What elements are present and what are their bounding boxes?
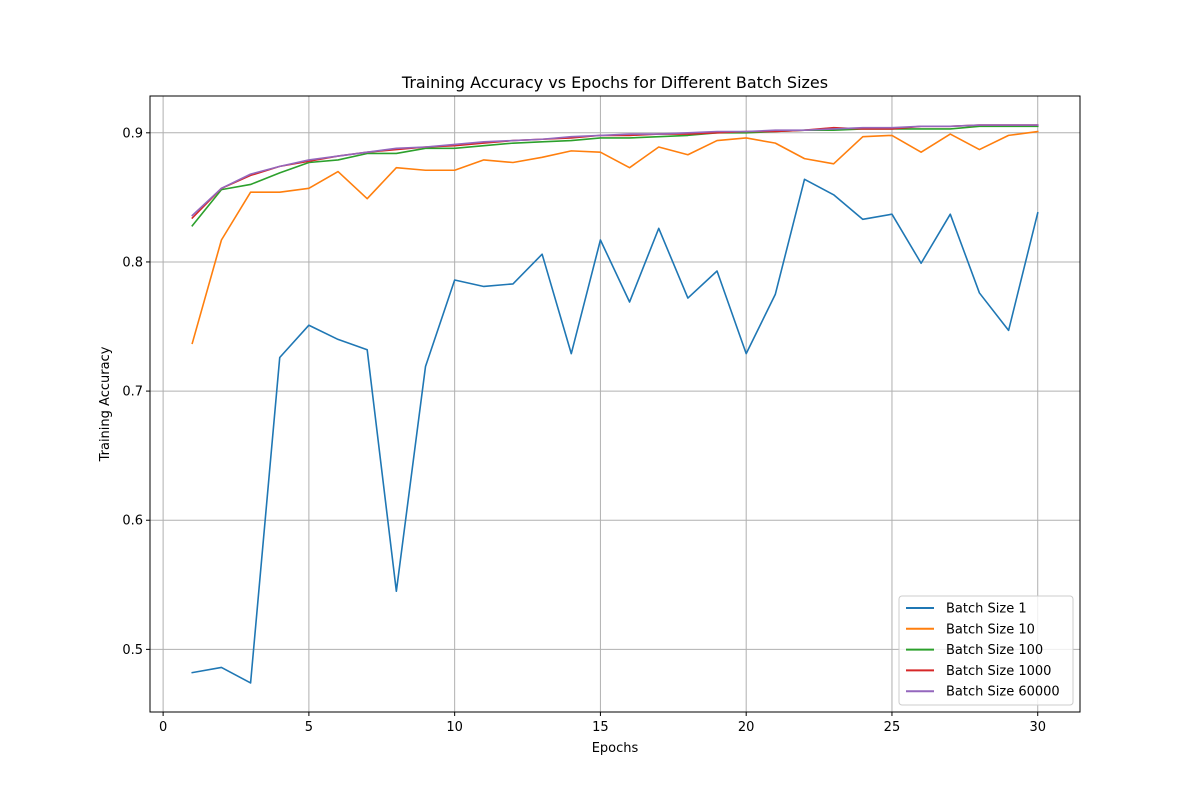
legend-label-batch-size-100: Batch Size 100 (946, 643, 1043, 658)
x-tick-label: 0 (159, 720, 167, 735)
series-line-batch-size-1 (191, 178, 1039, 684)
x-tick-label: 30 (1029, 720, 1046, 735)
y-tick-label: 0.9 (122, 126, 143, 141)
y-tick-label: 0.7 (122, 385, 143, 400)
x-axis: 0 5 10 15 20 25 30 (159, 712, 1046, 735)
x-tick-label: 10 (446, 720, 463, 735)
legend-box (898, 595, 1074, 706)
y-tick-label: 0.8 (122, 255, 143, 270)
legend-label-batch-size-1: Batch Size 1 (946, 602, 1027, 617)
x-axis-label: Epochs (592, 741, 639, 756)
legend: Batch Size 1 Batch Size 10 Batch Size 100 B… (898, 595, 1074, 706)
legend-label-batch-size-10: Batch Size 10 (946, 622, 1035, 637)
x-tick-label: 15 (592, 720, 609, 735)
y-axis: 0.5 0.6 0.7 0.8 0.9 (122, 126, 150, 658)
legend-label-batch-size-60000: Batch Size 60000 (946, 685, 1060, 700)
x-tick-label: 5 (305, 720, 313, 735)
series-line-batch-size-10 (191, 130, 1039, 345)
plot-frame (149, 95, 1081, 713)
series-lines (191, 124, 1039, 684)
x-tick-label: 20 (738, 720, 755, 735)
y-tick-label: 0.5 (122, 643, 143, 658)
series-line-batch-size-60000 (191, 124, 1039, 217)
grid (150, 96, 1080, 712)
x-tick-label: 25 (884, 720, 901, 735)
chart-title: Training Accuracy vs Epochs for Differen… (401, 73, 828, 92)
legend-label-batch-size-1000: Batch Size 1000 (946, 664, 1051, 679)
y-tick-label: 0.6 (122, 514, 143, 529)
y-axis-label: Training Accuracy (98, 346, 113, 462)
